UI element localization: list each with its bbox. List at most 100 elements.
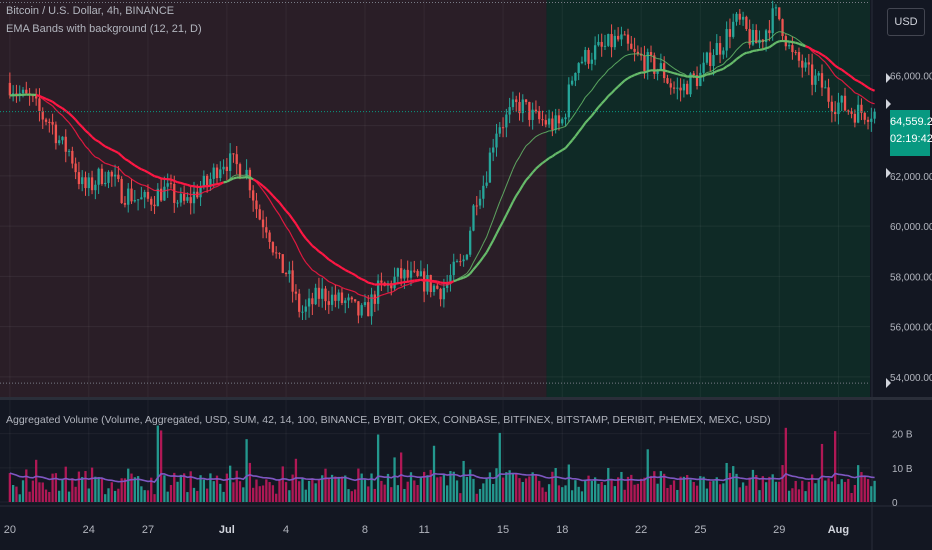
volume-bar <box>327 477 330 502</box>
ema-slow-segment <box>729 61 734 66</box>
ema-slow-segment <box>311 244 317 250</box>
candle-body <box>403 269 406 279</box>
candle-body <box>189 197 192 204</box>
ema-slow-segment <box>590 110 596 117</box>
ema-fast-segment <box>713 66 718 71</box>
volume-bar <box>593 477 597 502</box>
volume-bar <box>58 490 61 502</box>
ema-fast-segment <box>499 193 504 202</box>
ema-fast-segment <box>298 250 304 258</box>
candle-body <box>330 294 334 305</box>
ema-slow-segment <box>624 77 629 82</box>
candle-body <box>35 96 38 99</box>
ema-slow-segment <box>255 180 261 185</box>
volume-bar <box>791 488 794 502</box>
ema-fast-segment <box>397 286 402 290</box>
ema-fast-segment <box>736 46 741 51</box>
currency-button[interactable]: USD <box>887 8 925 36</box>
volume-bar <box>824 480 827 502</box>
candle-body <box>840 95 843 103</box>
volume-bar <box>656 483 659 502</box>
candle-body <box>153 204 156 207</box>
volume-bar <box>386 473 390 502</box>
volume-bar <box>446 485 449 502</box>
volume-bar <box>820 443 824 502</box>
volume-bar <box>215 475 219 502</box>
volume-bar <box>570 490 574 502</box>
candle-body <box>205 175 209 186</box>
volume-bar <box>380 480 383 502</box>
ema-slow-segment <box>334 263 340 267</box>
candle-body <box>321 288 324 299</box>
volume-bar <box>501 477 505 502</box>
ema-slow-segment <box>450 280 455 284</box>
ema-slow-segment <box>294 223 301 230</box>
volume-bar <box>360 473 363 502</box>
ema-fast-segment <box>594 80 599 86</box>
ema-fast-segment <box>509 168 514 178</box>
ema-slow-segment <box>732 58 738 63</box>
ema-fast-segment <box>489 219 494 229</box>
price-tick-label: 62,000.00 <box>890 172 932 183</box>
ema-fast-segment <box>782 31 787 35</box>
ema-fast-segment <box>815 53 820 57</box>
candle-body <box>534 109 538 112</box>
ema-fast-segment <box>229 175 234 180</box>
ema-fast-segment <box>598 76 603 82</box>
volume-bar <box>511 472 515 502</box>
candle-body <box>340 292 344 304</box>
ema-fast-segment <box>400 285 405 288</box>
volume-bar <box>620 471 623 502</box>
ema-fast-segment <box>851 88 856 94</box>
volume-bar <box>143 490 146 502</box>
volume-bars-group <box>8 425 876 502</box>
candle-body <box>373 294 376 304</box>
candle-body <box>271 242 275 253</box>
volume-bar <box>840 479 843 502</box>
ema-fast-segment <box>348 289 352 292</box>
candle-body <box>603 45 607 47</box>
volume-bar <box>422 471 426 502</box>
ema-fast-segment <box>617 58 622 62</box>
volume-bar <box>755 475 758 502</box>
volume-bar <box>140 486 143 502</box>
volume-bar <box>784 427 787 502</box>
volume-bar <box>482 483 485 502</box>
candle-body <box>689 73 692 95</box>
volume-bar <box>495 468 498 502</box>
volume-bar <box>271 485 275 502</box>
candle-body <box>590 59 593 64</box>
candle-body <box>738 13 741 20</box>
candle-body <box>176 202 179 204</box>
ema-slow-segment <box>485 245 491 253</box>
candle-body <box>797 52 801 61</box>
volume-bar <box>373 488 376 502</box>
price-tick-label: 66,000.00 <box>890 71 932 82</box>
ema-slow-segment <box>298 228 304 235</box>
candle-body <box>616 35 620 40</box>
ema-slow-segment <box>101 143 106 148</box>
volume-bar <box>439 476 442 502</box>
ema-fast-segment <box>210 187 215 191</box>
ema-fast-segment <box>259 185 264 191</box>
volume-bar <box>738 487 741 502</box>
ema-fast-segment <box>91 153 96 158</box>
ema-fast-segment <box>775 31 780 34</box>
ema-fast-segment <box>680 72 685 75</box>
volume-bar <box>202 479 206 502</box>
ema-slow-segment <box>821 53 826 58</box>
ema-slow-segment <box>301 233 307 240</box>
ema-slow-segment <box>51 100 57 106</box>
ema-slow-segment <box>709 71 714 76</box>
volume-bar <box>689 479 692 502</box>
ema-fast-segment <box>473 255 478 263</box>
ema-slow-segment <box>173 179 178 184</box>
candle-body <box>646 52 649 72</box>
ema-fast-segment <box>187 193 191 196</box>
ema-fast-segment <box>275 210 280 216</box>
ema-slow-segment <box>223 180 228 184</box>
ema-fast-segment <box>749 40 754 43</box>
ema-fast-segment <box>312 269 316 273</box>
candle-body <box>732 21 735 37</box>
